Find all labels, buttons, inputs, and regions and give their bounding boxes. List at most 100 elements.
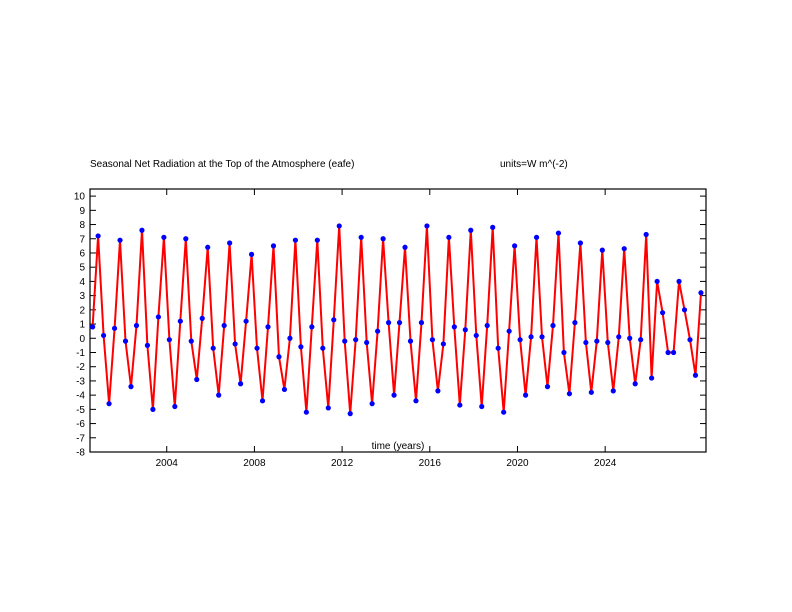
- data-point: [144, 342, 151, 348]
- data-point: [358, 234, 364, 240]
- data-point: [539, 334, 545, 340]
- data-point: [281, 386, 288, 393]
- data-point: [468, 227, 474, 233]
- data-point: [331, 317, 337, 323]
- data-point: [435, 388, 441, 394]
- data-point: [205, 244, 211, 250]
- data-point: [320, 345, 326, 351]
- data-point: [627, 335, 633, 341]
- y-tick-label: 5: [79, 263, 85, 274]
- data-point: [407, 338, 414, 344]
- data-point: [342, 338, 348, 344]
- units-label: units=W m^(-2): [500, 159, 568, 170]
- data-point: [413, 398, 419, 404]
- data-point: [457, 402, 463, 408]
- data-point: [440, 341, 446, 347]
- y-tick-label: -3: [76, 376, 85, 387]
- y-tick-label: 8: [79, 220, 85, 231]
- data-point: [654, 278, 660, 285]
- data-point: [418, 320, 425, 326]
- data-point: [517, 337, 523, 343]
- data-point: [555, 230, 562, 236]
- y-tick-label: 6: [79, 248, 85, 259]
- data-point: [364, 339, 370, 346]
- y-tick-label: 10: [74, 192, 86, 203]
- data-point: [528, 334, 534, 340]
- data-point: [522, 392, 529, 398]
- data-point: [292, 237, 299, 243]
- data-point: [166, 337, 172, 343]
- y-tick-label: -2: [76, 362, 85, 373]
- plot-points-group: [90, 223, 704, 417]
- data-point: [396, 320, 403, 326]
- y-tick-label: -8: [76, 448, 85, 459]
- data-point: [550, 322, 556, 329]
- data-point: [566, 391, 573, 397]
- y-tick-label: -4: [76, 391, 85, 402]
- data-point: [216, 392, 222, 398]
- data-point: [95, 233, 101, 239]
- data-point: [446, 234, 452, 240]
- series-line: [91, 225, 702, 415]
- data-point: [227, 240, 233, 246]
- data-point: [139, 227, 145, 233]
- data-point: [325, 405, 331, 411]
- data-point: [188, 338, 194, 344]
- data-point: [347, 411, 353, 417]
- data-point: [402, 244, 408, 250]
- y-tick-label: 7: [79, 234, 85, 245]
- x-tick-label: 2016: [419, 458, 442, 469]
- y-tick-label: 0: [79, 334, 85, 345]
- data-point: [533, 234, 540, 240]
- y-tick-label: 3: [79, 291, 85, 302]
- data-point: [561, 349, 567, 356]
- data-point: [610, 388, 616, 394]
- data-point: [100, 332, 107, 339]
- data-point: [451, 324, 457, 330]
- data-point: [632, 381, 638, 387]
- data-point: [484, 322, 490, 329]
- data-point: [506, 328, 512, 334]
- data-point: [380, 236, 386, 242]
- data-point: [309, 324, 315, 330]
- y-tick-label: -1: [76, 348, 85, 359]
- data-point: [199, 315, 205, 321]
- data-point: [111, 325, 118, 331]
- data-point: [490, 224, 496, 230]
- data-point: [265, 324, 271, 330]
- data-point: [106, 401, 112, 407]
- data-point: [161, 234, 167, 240]
- data-point: [128, 384, 134, 390]
- data-point: [117, 237, 123, 243]
- data-point: [303, 409, 309, 415]
- y-tick-label: 1: [79, 320, 85, 331]
- data-point: [643, 231, 649, 238]
- data-point: [259, 398, 266, 404]
- data-point: [429, 337, 436, 343]
- data-point: [336, 223, 342, 229]
- y-tick-label: 9: [79, 206, 85, 217]
- data-point: [353, 337, 359, 343]
- data-point: [314, 237, 320, 243]
- data-point: [577, 240, 583, 246]
- data-point: [649, 375, 655, 381]
- x-tick-label: 2024: [594, 458, 617, 469]
- data-point: [232, 341, 238, 347]
- x-tick-label: 2020: [506, 458, 529, 469]
- data-point: [605, 339, 611, 346]
- data-point: [698, 290, 704, 296]
- data-point: [375, 328, 381, 334]
- data-point: [254, 345, 260, 351]
- data-point: [133, 322, 140, 329]
- data-point: [238, 381, 244, 387]
- data-point: [221, 322, 227, 329]
- plot-frame: [89, 188, 707, 453]
- x-tick-label: 2012: [331, 458, 354, 469]
- data-point: [599, 247, 605, 253]
- data-point: [90, 324, 96, 330]
- data-point: [583, 339, 589, 346]
- y-tick-label: -6: [76, 419, 85, 430]
- data-point: [572, 320, 578, 326]
- data-point: [270, 243, 277, 249]
